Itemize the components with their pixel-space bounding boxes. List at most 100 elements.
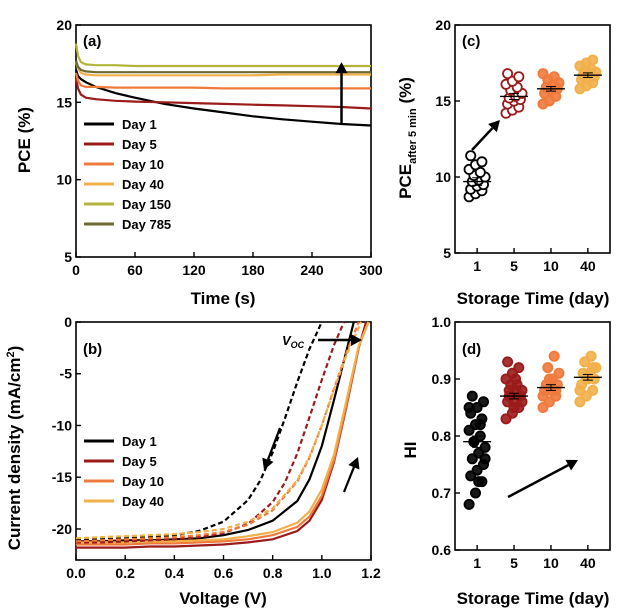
panel-a-y-axis-title: PCE (%) (15, 107, 34, 173)
panel-d-y-tick-label: 0.8 (432, 428, 452, 444)
panel-b-forward-scan-line (76, 321, 370, 544)
panel-d-trend-arrow-shaft (507, 464, 569, 499)
panel-a-series-line (74, 72, 371, 90)
panel-a-series-line (74, 61, 371, 77)
panel-a-legend-label: Day 10 (122, 157, 164, 172)
panel-c-x-tick-label: 5 (510, 258, 518, 274)
panel-d-data-point (543, 373, 555, 385)
panel-a-series-line (74, 69, 372, 127)
panel-d-data-point (466, 390, 478, 402)
panel-b-legend-label: Day 5 (122, 454, 157, 469)
panel-d-data-point (474, 419, 486, 431)
panel-b-legend-label: Day 1 (122, 434, 157, 449)
panel-b-label: (b) (83, 341, 102, 358)
panel-c-pce-scatter: (c) Storage Time (day) PCEafter 5 min (%… (396, 17, 611, 308)
panel-c-y-tick-label: 20 (435, 17, 451, 33)
panel-b-y-axis-title: Current density (mA/cm2) (5, 346, 24, 551)
panel-d-trend-arrow-head (565, 459, 578, 471)
voc-label: VOC (282, 333, 305, 350)
voc-label-main: V (282, 333, 292, 348)
panel-a-legend-label: Day 1 (122, 117, 157, 132)
panel-b-y-tick-label: -5 (60, 366, 73, 382)
panel-c-x-tick-label: 1 (473, 258, 481, 274)
panel-a-x-tick-label: 120 (182, 262, 206, 278)
panel-b-reverse-scan-line (76, 321, 346, 544)
panel-b-y-tick-label: -15 (52, 469, 72, 485)
panel-d-data-point (587, 384, 599, 396)
panel-c-label: (c) (462, 33, 480, 50)
panel-c-y-axis-title: PCEafter 5 min (%) (396, 77, 419, 199)
panel-c-x-axis-title: Storage Time (day) (457, 289, 610, 308)
panel-a-y-tick-label: 20 (56, 17, 72, 33)
panel-a-increase-arrow-head (335, 62, 348, 74)
panel-b-forward-arrow-head (348, 457, 360, 470)
panel-a-x-tick-label: 60 (127, 262, 143, 278)
panel-a-plot-frame (75, 24, 372, 258)
panel-b-x-tick-label: 1.2 (361, 565, 381, 581)
panel-a-legend-label: Day 785 (122, 217, 171, 232)
panel-b-y-tick-label: -20 (52, 521, 72, 537)
panel-b-y-axis-title-main: Current density (mA/cm (5, 358, 24, 551)
panel-d-data-point (463, 401, 475, 413)
panel-a-pce-vs-time: (a) Time (s) PCE (%) 0 60 120 180 240 300 5 10 1… (15, 17, 383, 308)
panel-c-y-tick-label: 10 (435, 169, 451, 185)
panel-c-data-point (548, 71, 560, 83)
panel-b-x-tick-label: 0.6 (214, 565, 234, 581)
panel-d-data-point (513, 362, 525, 374)
panel-b-y-tick-label: 0 (64, 314, 72, 330)
panel-d-label: (d) (462, 341, 481, 358)
panel-d-data-point (548, 350, 560, 362)
panel-a-x-axis-title: Time (s) (191, 289, 256, 308)
panel-b-x-tick-label: 0.4 (165, 565, 185, 581)
panel-b-y-axis-title-end: ) (5, 346, 24, 352)
panel-b-plot-frame (75, 321, 372, 561)
panel-d-data-point (574, 384, 586, 396)
panel-c-data-point (513, 71, 525, 83)
panel-a-y-tick-label: 15 (56, 94, 72, 110)
panel-b-y-tick-label: -10 (52, 417, 72, 433)
panel-d-data-point (510, 373, 522, 385)
panel-a-x-tick-label: 300 (359, 262, 383, 278)
panel-b-jv-curves: (b) Voltage (V) Current density (mA/cm2)… (5, 314, 381, 608)
panel-b-voc-arrow-head (351, 334, 362, 346)
panel-a-legend-label: Day 150 (122, 197, 171, 212)
panel-b-x-tick-label: 0.2 (115, 565, 135, 581)
panel-c-y-axis-title-end: (%) (396, 77, 415, 108)
panel-d-y-tick-label: 0.9 (432, 371, 452, 387)
panel-c-x-tick-label: 10 (543, 258, 559, 274)
panel-b-y-axis-title-sup: 2 (5, 351, 17, 357)
panel-d-x-tick-label: 10 (543, 555, 559, 571)
panel-d-data-point (537, 390, 549, 402)
panel-a-x-tick-label: 180 (241, 262, 265, 278)
panel-d-x-tick-label: 5 (510, 555, 518, 571)
panel-d-y-axis-title: HI (401, 442, 420, 459)
panel-d-data-point (580, 373, 592, 385)
panel-c-y-axis-title-main: PCE (396, 164, 415, 199)
panel-d-x-axis-title: Storage Time (day) (457, 589, 610, 608)
panel-d-x-tick-label: 40 (580, 555, 596, 571)
panel-d-data-point (553, 367, 565, 379)
panel-b-x-tick-label: 0.8 (263, 565, 283, 581)
panel-b-x-tick-label: 0.0 (66, 565, 86, 581)
panel-a-x-tick-label: 240 (300, 262, 324, 278)
panel-d-y-tick-label: 0.7 (432, 485, 452, 501)
panel-a-y-tick-label: 5 (64, 249, 72, 265)
panel-b-x-axis-title: Voltage (V) (179, 589, 267, 608)
panel-a-legend-label: Day 5 (122, 137, 157, 152)
panel-d-data-point (463, 498, 475, 510)
panel-d-data-point (587, 362, 599, 374)
panel-b-reverse-scan-line (75, 321, 363, 540)
panel-c-data-point (474, 166, 486, 178)
panel-d-data-point (479, 453, 491, 465)
panel-c-data-point (537, 68, 549, 80)
panel-c-data-point (465, 150, 477, 162)
panel-c-trend-arrow-shaft (471, 127, 494, 151)
panel-c-data-point (476, 156, 488, 168)
panel-c-data-point (587, 54, 599, 66)
panel-a-label: (a) (83, 33, 101, 50)
panel-b-legend-label: Day 10 (122, 474, 164, 489)
panel-d-data-point (469, 487, 481, 499)
panel-d-data-point (502, 356, 514, 368)
panel-d-data-point (477, 396, 489, 408)
